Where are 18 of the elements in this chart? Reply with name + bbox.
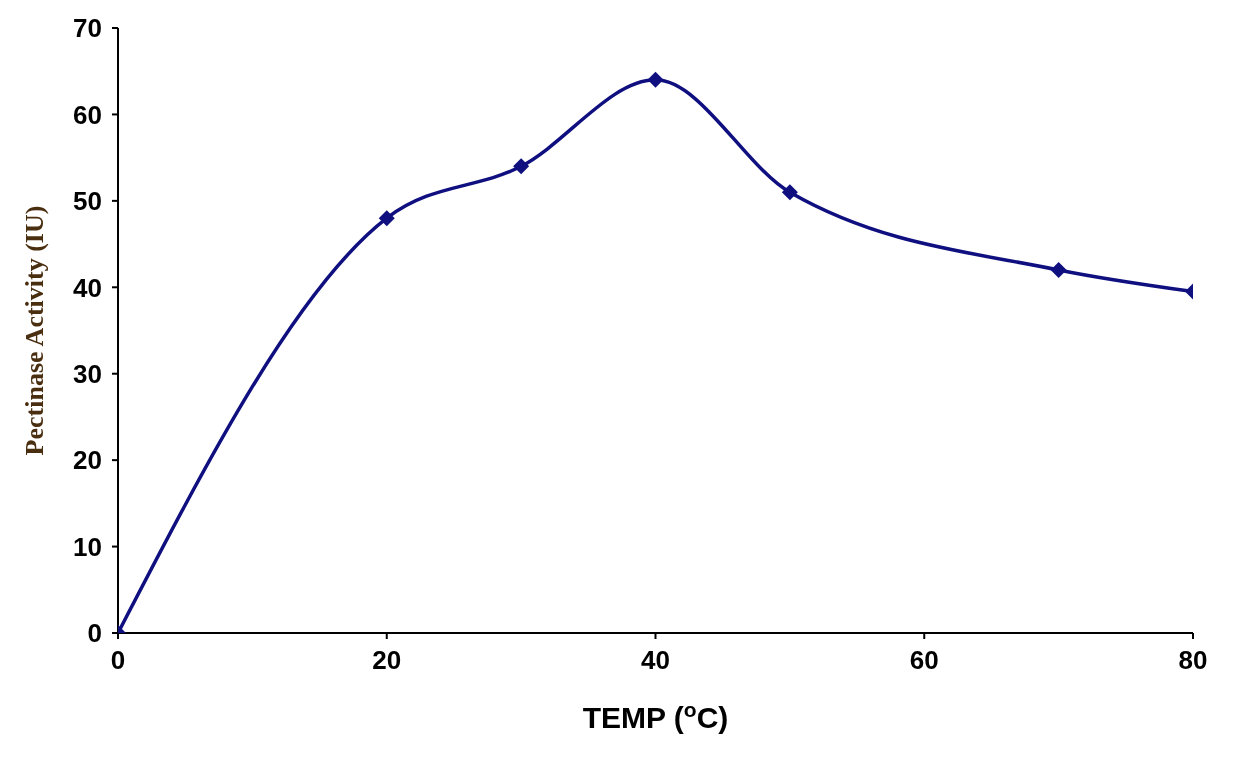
y-tick-label: 40	[73, 272, 102, 303]
x-tick-label: 20	[372, 645, 402, 676]
point	[781, 184, 798, 201]
point	[513, 158, 530, 175]
y-axis-title: Pectinase Activity (IU)	[20, 205, 49, 456]
x-tick-label: 60	[909, 645, 939, 676]
x-tick-label: 40	[641, 645, 670, 676]
point	[647, 71, 664, 88]
y-tick-label: 20	[73, 445, 102, 476]
x-tick-label: 0	[110, 645, 126, 676]
y-tick-label: 30	[73, 358, 102, 389]
y-tick-label: 70	[73, 13, 102, 44]
x-axis-title: TEMP ($^{o}$C)	[582, 697, 729, 734]
y-tick-label: 0	[87, 618, 102, 649]
y-tick-label: 60	[73, 99, 102, 130]
y-tick-label: 50	[73, 186, 102, 217]
y-tick-label: 10	[73, 531, 102, 562]
x-tick-label: 80	[1178, 645, 1208, 676]
